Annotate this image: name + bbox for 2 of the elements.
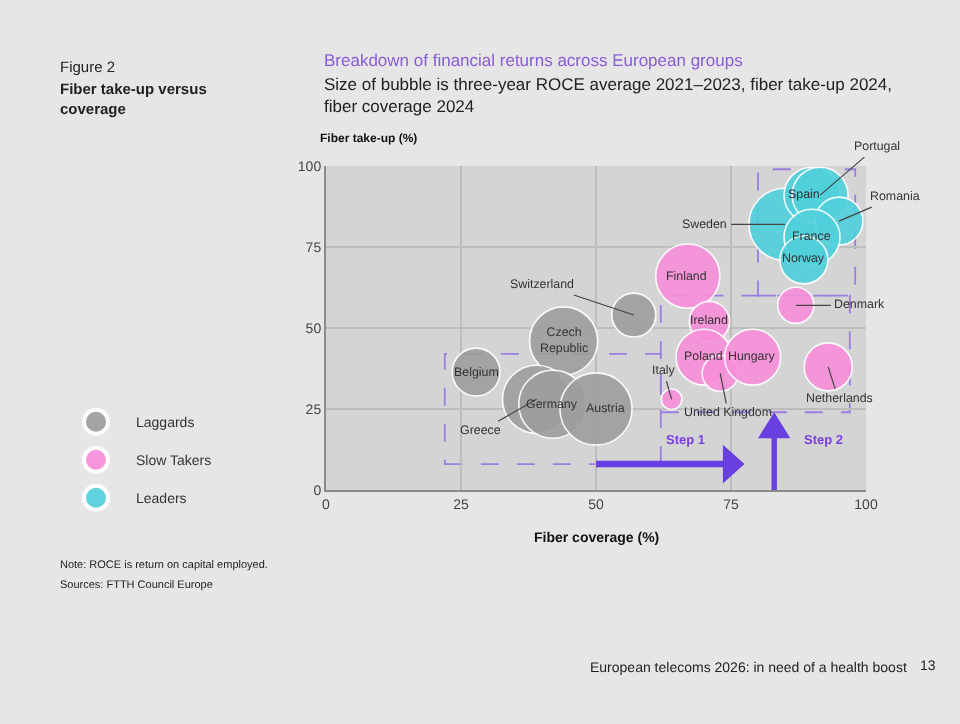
chart-title: Breakdown of financial returns across European groups xyxy=(324,50,743,70)
chart-subtitle: Size of bubble is three-year ROCE average 2021–2023, fiber take-up 2024, fiber coverage 2024 xyxy=(324,74,892,117)
